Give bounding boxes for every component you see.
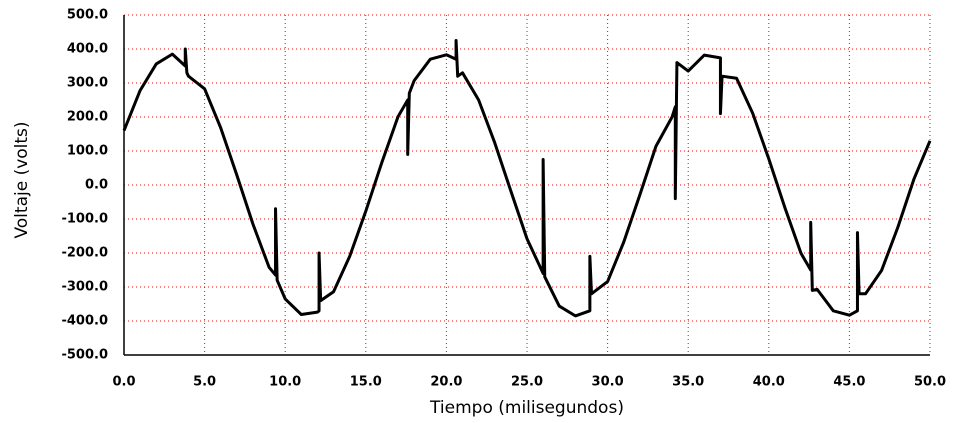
y-tick-label: 100.0: [67, 144, 108, 159]
x-axis-title: Tiempo (milisegundos): [429, 398, 624, 418]
x-tick-label: 25.0: [511, 375, 543, 390]
x-tick-label: 45.0: [833, 375, 865, 390]
x-tick-label: 5.0: [193, 375, 216, 390]
x-tick-label: 15.0: [350, 375, 382, 390]
y-tick-label: 500.0: [67, 8, 108, 23]
y-tick-label: 200.0: [67, 110, 108, 125]
x-tick-label: 40.0: [753, 375, 785, 390]
y-tick-label: -300.0: [61, 280, 108, 295]
x-tick-label: 50.0: [914, 375, 946, 390]
data-line: [122, 39, 932, 318]
y-tick-label: -400.0: [61, 314, 108, 329]
y-tick-label: 300.0: [67, 76, 108, 91]
y-axis-title: Voltaje (volts): [12, 121, 32, 238]
y-tick-label: 0.0: [85, 178, 108, 193]
y-tick-label: 400.0: [67, 42, 108, 57]
x-tick-label: 20.0: [430, 375, 462, 390]
y-tick-label: -500.0: [61, 348, 108, 363]
x-tick-label: 35.0: [672, 375, 704, 390]
y-tick-label: -200.0: [61, 246, 108, 261]
x-tick-label: 0.0: [112, 375, 135, 390]
y-tick-label: -100.0: [61, 212, 108, 227]
x-tick-label: 30.0: [592, 375, 624, 390]
x-tick-label: 10.0: [269, 375, 301, 390]
